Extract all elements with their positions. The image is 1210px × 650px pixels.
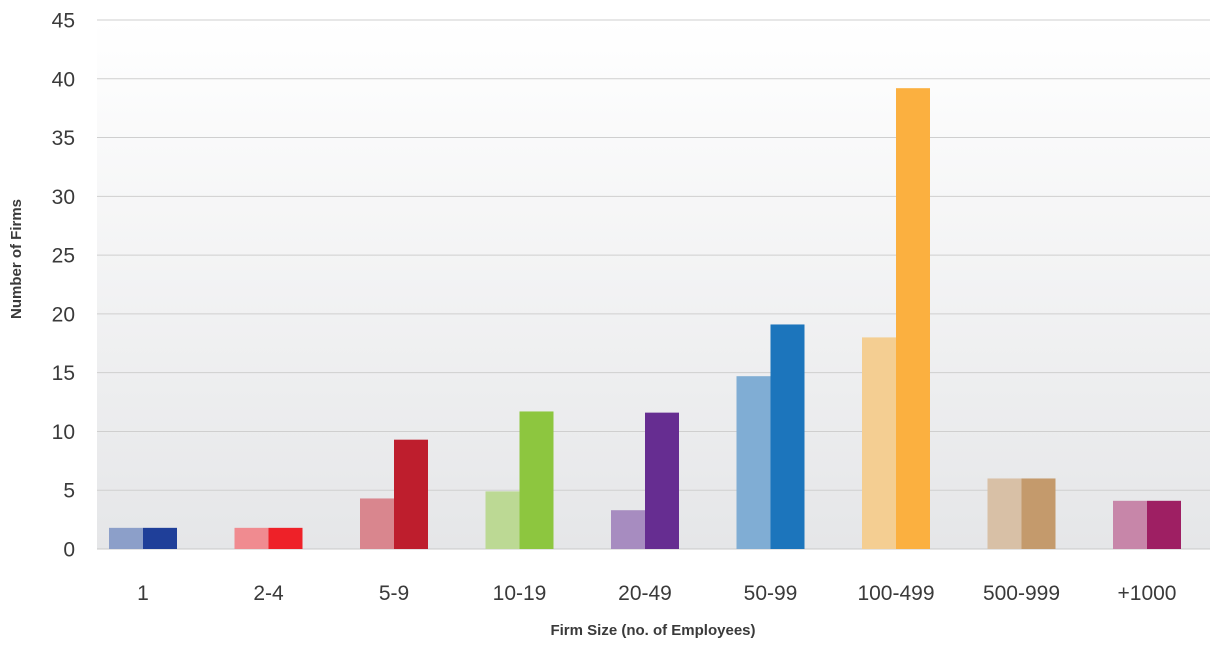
y-tick-label: 45: [52, 10, 75, 33]
y-axis-title: Number of Firms: [8, 199, 25, 319]
y-tick-label: 40: [52, 68, 75, 91]
bar-10-19-series-1: [485, 491, 520, 549]
x-tick-label: 50-99: [744, 582, 798, 605]
bar-+1000-series-2: [1147, 500, 1181, 549]
y-tick-label: 35: [52, 127, 75, 150]
x-tick-label: 100-499: [857, 582, 934, 605]
bar-100-499-series-2: [896, 88, 930, 549]
y-tick-labels: 0 5 10 15 20 25 30 35 40 45: [52, 10, 75, 562]
bar-20-49-series-1: [611, 510, 645, 549]
bar-5-9-series-1: [360, 498, 394, 549]
bar-1-series-2: [143, 527, 177, 549]
y-tick-label: 10: [52, 421, 75, 444]
y-tick-label: 30: [52, 186, 75, 209]
y-tick-label: 20: [52, 303, 75, 326]
bar-50-99-series-1: [736, 376, 771, 549]
y-tick-label: 5: [63, 480, 75, 503]
y-tick-label: 0: [63, 539, 75, 562]
y-tick-label: 15: [52, 362, 75, 385]
bar-500-999-series-2: [1021, 478, 1056, 549]
x-tick-label: 2-4: [253, 582, 284, 605]
x-tick-label: +1000: [1118, 582, 1177, 605]
bar-5-9-series-2: [394, 439, 428, 549]
x-tick-label: 5-9: [379, 582, 409, 605]
y-tick-label: 25: [52, 245, 75, 268]
x-axis-title: Firm Size (no. of Employees): [550, 622, 755, 639]
bar-500-999-series-1: [987, 478, 1022, 549]
bar-10-19-series-2: [519, 411, 554, 549]
x-tick-label: 20-49: [618, 582, 672, 605]
bar-100-499-series-1: [862, 337, 896, 549]
bar-20-49-series-2: [645, 412, 679, 549]
x-tick-label: 1: [137, 582, 149, 605]
bar-50-99-series-2: [770, 324, 805, 549]
bar-2-4-series-1: [234, 527, 269, 549]
x-tick-label: 10-19: [493, 582, 547, 605]
bar-+1000-series-1: [1113, 500, 1147, 549]
bars: [109, 88, 1181, 549]
bar-1-series-1: [109, 527, 143, 549]
x-tick-labels: 1 2-4 5-9 10-19 20-49 50-99 100-499 500-999 +100…: [137, 582, 1176, 605]
x-tick-label: 500-999: [983, 582, 1060, 605]
bar-2-4-series-2: [268, 527, 303, 549]
